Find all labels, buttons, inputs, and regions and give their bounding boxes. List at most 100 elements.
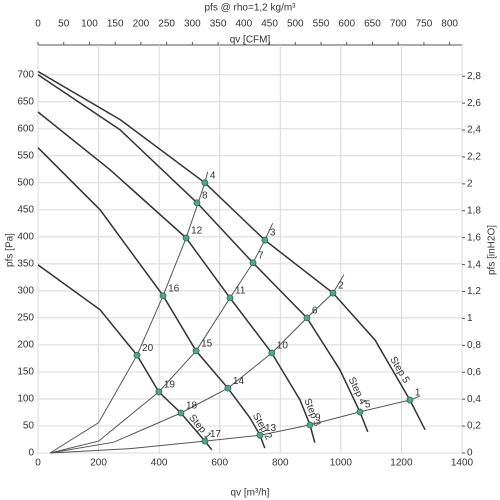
x2-tick-label: 750 [416,19,433,30]
x2-tick-label: 150 [107,19,124,30]
point-label: 4 [210,170,216,181]
fan-curve [37,70,426,431]
operating-point [303,314,311,322]
operating-point [306,421,314,429]
y-tick-label: 100 [17,394,34,405]
x-tick-label: 1000 [330,458,353,469]
point-label: 5 [365,400,371,411]
operating-point [193,199,201,207]
y2-tick-label: 2 [467,179,473,190]
chart-title: pfs @ rho=1,2 kg/m³ [204,3,296,14]
x2-axis-label: qv [CFM] [230,35,271,46]
y2-tick-label: 0 [467,448,473,459]
x2-tick-label: 300 [184,19,201,30]
operating-point [177,409,185,417]
x-tick-label: 800 [272,458,289,469]
y-tick-label: 350 [17,259,34,270]
y-tick-label: 0 [28,448,34,459]
y-axis-label: pfs [Pa] [5,233,16,267]
y-tick-label: 50 [23,421,35,432]
system-curve [49,223,274,454]
x-tick-label: 1400 [451,458,474,469]
point-label: 9 [315,413,321,424]
operating-point [201,437,209,445]
y2-tick-label: 1,2 [467,286,481,297]
point-label: 8 [202,190,208,201]
y-tick-label: 650 [17,96,34,107]
x2-tick-label: 650 [364,19,381,30]
y-tick-label: 450 [17,204,34,215]
x2-tick-label: 500 [287,19,304,30]
operating-point [256,431,264,439]
operating-point [201,179,209,187]
point-label: 3 [270,228,276,239]
plot-frame [37,44,463,454]
system-curve [50,395,420,454]
x-tick-label: 0 [35,458,41,469]
y2-tick-label: 1,4 [467,259,481,270]
operating-point [356,408,364,416]
x-axis-label: qv [m³/h] [231,488,270,499]
step-label: Step 5 [387,355,411,386]
x2-tick-label: 200 [133,19,150,30]
point-label: 18 [186,401,198,412]
y2-tick-label: 0,6 [467,367,481,378]
y-tick-label: 300 [17,286,34,297]
y2-axis-label: pfs [inH2O] [487,225,498,275]
operating-point [159,292,167,300]
operating-point [249,259,257,267]
y-tick-label: 150 [17,367,34,378]
x2-tick-label: 400 [235,19,252,30]
y2-tick-label: 2,4 [467,125,481,136]
x2-tick-label: 450 [261,19,278,30]
y-tick-label: 700 [17,69,34,80]
point-label: 14 [233,376,245,387]
system-curve [50,274,345,454]
x-tick-label: 200 [90,458,107,469]
point-label: 1 [415,388,421,399]
y-tick-label: 500 [17,177,34,188]
y2-tick-label: 0,4 [467,394,481,405]
fan-curve [37,74,369,433]
fan-curve [37,111,316,443]
y2-tick-label: 1 [467,313,473,324]
y-tick-label: 250 [17,313,34,324]
point-label: 6 [312,306,318,317]
operating-point [182,234,190,242]
y-tick-label: 550 [17,150,34,161]
x2-tick-label: 350 [210,19,227,30]
point-label: 12 [191,226,203,237]
y-tick-label: 400 [17,231,34,242]
point-label: 10 [277,341,289,352]
point-label: 11 [235,286,246,297]
y2-tick-label: 2,6 [467,98,481,109]
y-tick-label: 200 [17,340,34,351]
x2-tick-label: 0 [35,19,41,30]
y2-tick-label: 1,6 [467,232,481,243]
x2-tick-label: 800 [441,19,458,30]
operating-point [406,396,414,404]
operating-point [133,351,141,359]
point-label: 7 [258,250,264,261]
y2-tick-label: 0,8 [467,340,481,351]
y2-tick-label: 1,8 [467,205,481,216]
y2-tick-label: 2,2 [467,152,481,163]
x2-tick-label: 700 [390,19,407,30]
operating-point [155,388,163,396]
operating-point [224,384,232,392]
x-tick-label: 400 [151,458,168,469]
point-label: 19 [164,380,176,391]
x2-tick-label: 100 [81,19,98,30]
y2-tick-label: 2,8 [467,71,481,82]
operating-point [261,236,269,244]
point-label: 15 [201,339,213,350]
x2-tick-label: 600 [338,19,355,30]
operating-point [192,347,200,355]
operating-point [329,289,337,297]
operating-point [268,349,276,357]
fan-curve [37,264,213,451]
point-label: 13 [265,423,277,434]
point-label: 2 [338,281,344,292]
x-tick-label: 600 [211,458,228,469]
